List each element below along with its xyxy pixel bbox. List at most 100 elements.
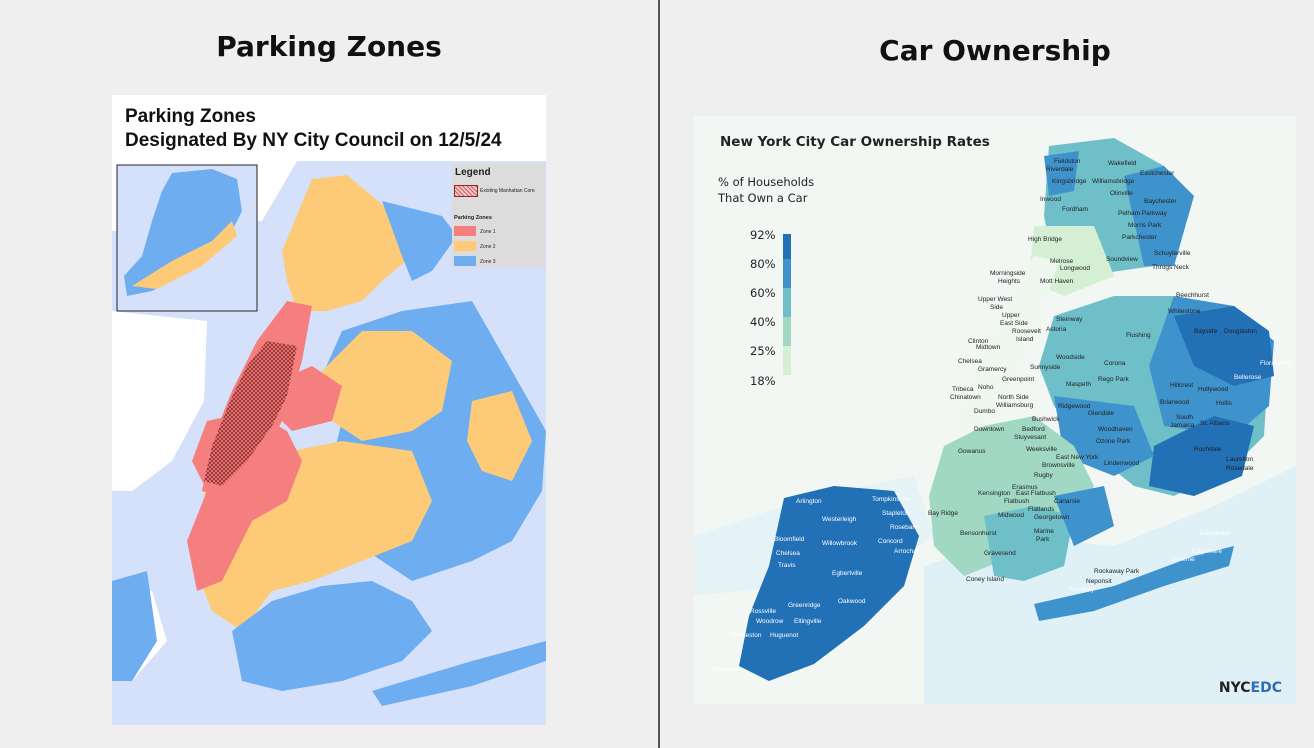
queens-zone-2	[322, 331, 452, 441]
label-clinton: Clinton	[968, 338, 989, 345]
manhattan	[954, 256, 1059, 436]
label-tribeca: Tribeca	[952, 386, 974, 393]
label-ridgewood: Ridgewood	[1058, 403, 1091, 410]
label-glendale: Glendale	[1088, 410, 1115, 417]
staten-island-inset-land	[124, 169, 242, 296]
left-panel-heading: Parking Zones	[216, 30, 442, 63]
label-westerleigh: Westerleigh	[822, 516, 857, 523]
bronx-zone-2	[282, 175, 412, 311]
label-longwood: Longwood	[1060, 265, 1090, 272]
scale-tick-40: 40%	[750, 315, 776, 329]
label-lindenwood: Lindenwood	[1104, 460, 1140, 467]
label-island: Island	[1016, 336, 1034, 343]
label-south-jamaica: South	[1176, 414, 1193, 421]
label-coney-island: Coney Island	[966, 576, 1004, 583]
label-gowanus: Gowanus	[958, 448, 986, 455]
scale-tick-18: 18%	[750, 374, 776, 388]
label-east-side: East Side	[1000, 320, 1028, 327]
scale-step-25	[783, 346, 791, 375]
label-noho: Noho	[978, 384, 994, 391]
label-upper-west: Upper West	[978, 296, 1013, 303]
ownership-legend-title: % of Households That Own a Car	[718, 174, 814, 206]
label-midwood: Midwood	[998, 512, 1025, 519]
scale-tick-25: 25%	[750, 344, 776, 358]
label-maspeth: Maspeth	[1066, 381, 1091, 388]
bronx-zone-3	[382, 201, 457, 281]
label-east-flatbush: East Flatbush	[1016, 490, 1056, 497]
label-park: Park	[1036, 536, 1050, 543]
label-rego-park: Rego Park	[1098, 376, 1129, 383]
label-rosebank: Rosebank	[890, 524, 920, 531]
label-canarsie: Canarsie	[1054, 498, 1081, 505]
parking-map-title-line2: Designated By NY City Council on 12/5/24	[125, 130, 502, 151]
scale-tick-92: 92%	[750, 228, 776, 242]
label-weeksville: Weeksville	[1026, 446, 1057, 453]
label-woodhaven: Woodhaven	[1098, 426, 1133, 433]
label-side: Side	[990, 304, 1004, 311]
label-schuylerville: Schuylerville	[1154, 250, 1191, 257]
manhattan-core-hatch	[204, 341, 297, 486]
label-wakefield: Wakefield	[1108, 160, 1137, 167]
label-neponsit: Neponsit	[1086, 578, 1112, 585]
label-inwood: Inwood	[1040, 196, 1061, 203]
label-roxbury: Roxbury	[1070, 586, 1095, 593]
label-morris-park: Morris Park	[1128, 222, 1162, 229]
label-williamsburg: Williamsburg	[996, 402, 1034, 409]
scale-step-40	[783, 317, 791, 346]
core-swatch	[454, 185, 478, 197]
label-concord: Concord	[878, 538, 903, 545]
label-chelsea: Chelsea	[958, 358, 982, 365]
label-rugby: Rugby	[1034, 472, 1053, 479]
label-rochdale: Rochdale	[1194, 446, 1222, 453]
new-jersey-land	[112, 161, 297, 491]
label-eastchester: Eastchester	[1140, 170, 1175, 177]
car-ownership-map-graphic	[694, 138, 1296, 704]
ownership-color-scale	[783, 234, 791, 382]
label-gramercy: Gramercy	[978, 366, 1007, 373]
label-briarwood: Briarwood	[1160, 399, 1190, 406]
label-bayside: Bayside	[1194, 328, 1218, 335]
parking-map-title-line1: Parking Zones	[125, 106, 256, 127]
queens-zone-2-east	[467, 391, 532, 481]
label-flushing: Flushing	[1126, 332, 1151, 339]
label-bedford: Bedford	[1022, 426, 1045, 433]
parking-map-title: Parking Zones Designated By NY City Coun…	[125, 105, 502, 153]
scale-step-92	[783, 234, 791, 259]
label-east-new-york: East New York	[1056, 454, 1099, 461]
southeast-queens	[1149, 416, 1254, 496]
brooklyn-zone-3	[232, 581, 432, 691]
label-oakwood: Oakwood	[838, 598, 866, 605]
water-area	[924, 466, 1296, 704]
staten-island-inset-zone2	[132, 221, 237, 289]
zone-2-label: Zone 2	[480, 244, 496, 250]
label-ozone-park: Ozone Park	[1096, 438, 1131, 445]
northeast-queens	[1174, 306, 1274, 386]
bronx-east	[1124, 166, 1194, 266]
label-douglaston: Douglaston	[1224, 328, 1257, 335]
label-chelsea-si: Chelsea	[776, 550, 800, 557]
label-flatbush: Flatbush	[1004, 498, 1029, 505]
label-throgs-neck: Throgs Neck	[1152, 264, 1189, 271]
logo-prefix: NYC	[1218, 680, 1251, 696]
label-arverne: Arverne	[1172, 556, 1195, 563]
label-arlington: Arlington	[796, 498, 822, 505]
label-bayswater: Bayswater	[1200, 530, 1231, 537]
logo-suffix: EDC	[1250, 680, 1282, 696]
label-downtown: Downtown	[974, 426, 1005, 433]
label-eltingville: Eltingville	[794, 618, 822, 625]
label-rosedale: Rosedale	[1226, 465, 1254, 472]
scale-step-60	[783, 288, 791, 317]
label-roosevelt: Roosevelt	[1012, 328, 1041, 335]
panel-divider	[658, 0, 660, 748]
label-flatlands: Flatlands	[1028, 506, 1055, 513]
legend-title: Legend	[455, 167, 491, 178]
label-st-albans: St. Albans	[1200, 420, 1230, 427]
scale-tick-60: 60%	[750, 286, 776, 300]
label-edgemere: Edgemere	[1192, 548, 1222, 555]
parking-legend: Legend Existing Manhattan Core Parking Z…	[452, 163, 545, 267]
label-gravesend: Gravesend	[984, 550, 1016, 557]
label-soundview: Soundview	[1106, 256, 1138, 263]
canarsie	[1054, 486, 1114, 546]
label-chinatown: Chinatown	[950, 394, 981, 401]
ownership-legend-line1: % of Households	[718, 175, 815, 189]
